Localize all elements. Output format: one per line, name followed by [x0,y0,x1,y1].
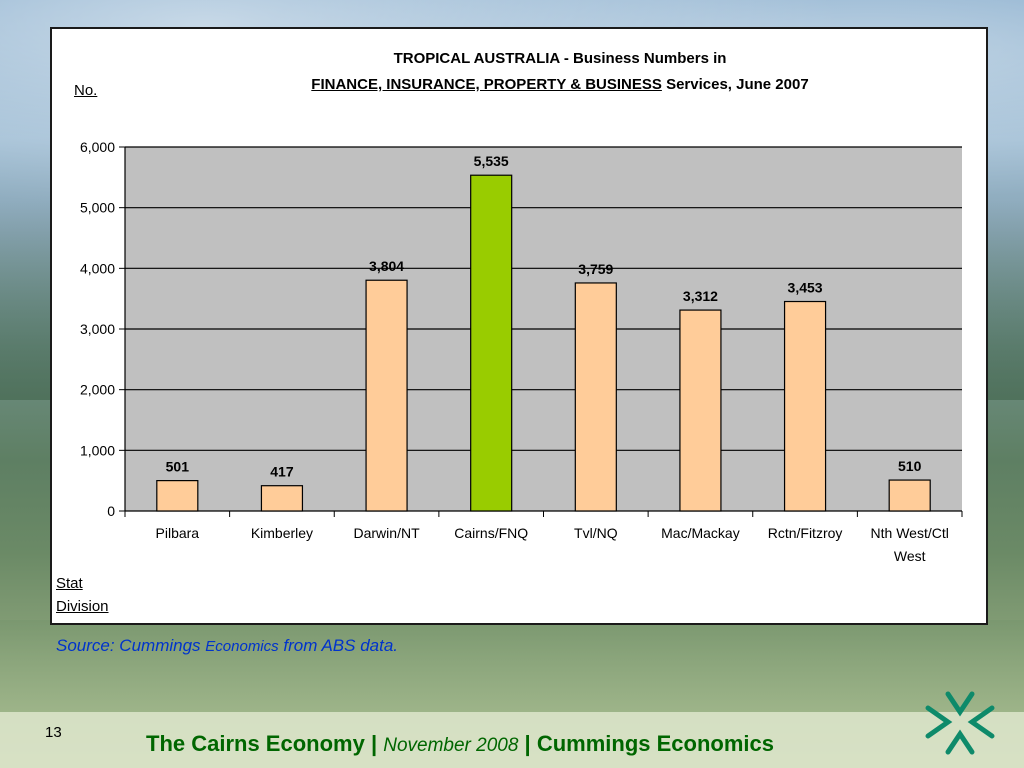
source-prefix: Source: Cummings [56,636,206,655]
bar [156,480,199,512]
y-tick-label: 3,000 [80,321,115,337]
data-label: 3,312 [683,288,718,304]
source-small: Economics [205,638,279,655]
x-tick-label: Pilbara [156,525,200,541]
bar [365,279,408,512]
x-tick-label: Tvl/NQ [574,525,618,541]
y-tick-label: 6,000 [80,139,115,155]
source-note: Source: Cummings Economics from ABS data… [56,636,398,656]
footer-sep1: | [364,731,384,756]
chart-title-line2: FINANCE, INSURANCE, PROPERTY & BUSINESS … [180,76,940,94]
y-tick-label: 2,000 [80,382,115,398]
footer-band [0,712,1024,768]
x-axis-label: Stat Division [56,572,109,618]
data-label: 3,804 [369,258,404,274]
x-tick-label: Rctn/Fitzroy [768,525,843,541]
bar [574,282,617,512]
chart-title-underlined: FINANCE, INSURANCE, PROPERTY & BUSINESS [311,76,662,93]
data-label: 417 [270,464,294,480]
footer-part3: Cummings Economics [536,731,774,756]
chart-title-rest: Services, June 2007 [661,76,809,93]
chart-title-line1: TROPICAL AUSTRALIA - Business Numbers in [393,50,727,67]
y-tick-label: 5,000 [80,200,115,216]
x-axis-label-line2: Division [56,598,109,615]
data-label: 501 [166,459,190,475]
y-tick-label: 4,000 [80,260,115,276]
y-tick-label: 1,000 [80,442,115,458]
x-tick-label: Nth West/Ctl [871,525,949,541]
x-tick-label: Mac/Mackay [661,525,740,541]
page-number: 13 [45,724,62,741]
bar [470,174,513,512]
data-label: 510 [898,458,922,474]
footer-part1: The Cairns Economy [146,731,365,756]
x-tick-label: West [894,548,926,564]
data-label: 3,759 [578,261,613,277]
x-axis-label-line1: Stat [56,575,83,592]
bar [783,300,827,512]
y-tick-label: 0 [107,503,115,519]
x-tick-label: Kimberley [251,525,313,541]
y-axis-label: No. [74,82,98,99]
data-label: 3,453 [788,280,823,296]
cummings-economics-logo-icon [925,691,995,755]
source-suffix: from ABS data. [278,636,399,655]
bar [260,485,304,512]
x-tick-label: Darwin/NT [354,525,421,541]
footer-part2: November 2008 [383,735,519,756]
footer-text: The Cairns Economy | November 2008 | Cum… [146,731,774,757]
data-label: 5,535 [474,153,509,169]
bar [888,479,931,512]
footer-sep2: | [518,731,537,756]
bar [679,309,722,512]
x-tick-label: Cairns/FNQ [454,525,528,541]
